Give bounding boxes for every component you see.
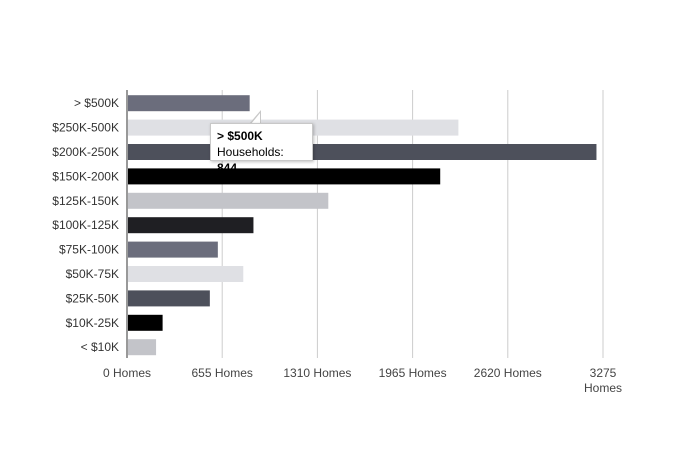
bar[interactable]: [128, 314, 163, 331]
bar[interactable]: [128, 192, 329, 209]
tooltip-label: Households:: [217, 145, 284, 159]
category-labels: > $500K $250K-500K $200K-250K $150K-200K $12…: [52, 96, 119, 354]
bar[interactable]: [128, 144, 597, 160]
tooltip: > $500K Households: 844: [210, 123, 313, 175]
x-tick-label: 3275 Homes: [584, 366, 622, 395]
category-label: $250K-500K: [52, 121, 119, 135]
bar[interactable]: [128, 217, 254, 234]
x-tick-label: 0 Homes: [103, 366, 151, 380]
x-tick-labels: 0 Homes 655 Homes 1310 Homes 1965 Homes 2620…: [103, 366, 622, 395]
bar[interactable]: [128, 241, 218, 258]
tooltip-value: 844: [217, 161, 238, 175]
tooltip-pointer-inner: [251, 113, 260, 124]
category-label: $125K-150K: [52, 194, 119, 208]
category-label: $75K-100K: [59, 243, 119, 257]
category-label: $150K-200K: [52, 169, 119, 183]
category-label: $10K-25K: [66, 316, 119, 330]
category-label: < $10K: [81, 340, 119, 354]
category-label: > $500K: [74, 96, 119, 110]
category-label: $100K-125K: [52, 218, 119, 232]
bar[interactable]: [128, 95, 250, 112]
x-tick-label: 655 Homes: [192, 366, 253, 380]
bar[interactable]: [128, 290, 210, 307]
bars: [128, 95, 597, 356]
tooltip-body: Households: 844: [217, 144, 306, 176]
tooltip-title: > $500K: [217, 129, 263, 143]
category-label: $50K-75K: [66, 267, 119, 281]
x-tick-label: 2620 Homes: [474, 366, 542, 380]
x-tick-label: 1310 Homes: [283, 366, 351, 380]
x-tick-label: 1965 Homes: [379, 366, 447, 380]
category-label: $25K-50K: [66, 291, 119, 305]
category-label: $200K-250K: [52, 145, 119, 159]
bar[interactable]: [128, 339, 157, 356]
bar[interactable]: [128, 168, 441, 185]
bar[interactable]: [128, 266, 244, 282]
